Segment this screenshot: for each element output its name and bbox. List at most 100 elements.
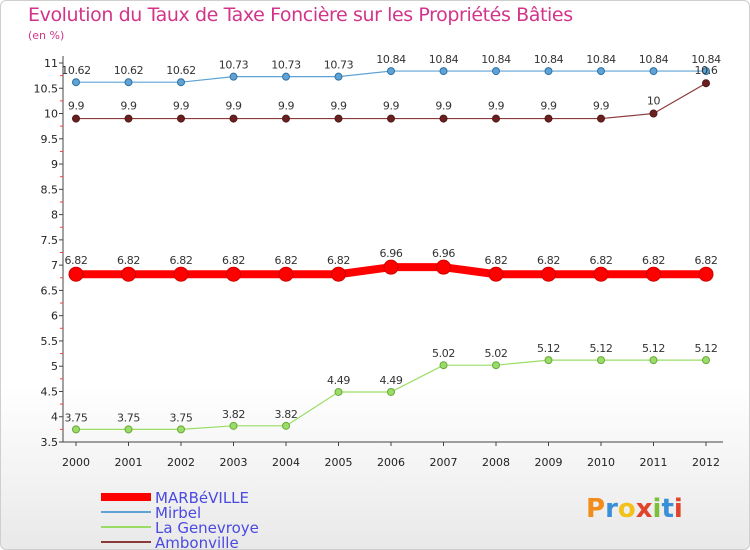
y-tick-label: 7 <box>51 259 58 272</box>
data-label: 5.12 <box>590 342 613 355</box>
data-label: 6.82 <box>117 254 140 267</box>
data-point <box>278 266 294 282</box>
data-label: 10.73 <box>271 59 301 72</box>
logo-letter: o <box>618 494 636 524</box>
data-point <box>702 79 710 88</box>
y-tick-label: 5 <box>51 360 58 373</box>
x-tick-label: 2003 <box>220 456 248 469</box>
x-tick-label: 2011 <box>640 456 668 469</box>
data-point <box>72 114 80 123</box>
x-tick-label: 2005 <box>325 456 353 469</box>
data-point <box>492 361 500 370</box>
x-tick-label: 2006 <box>377 456 405 469</box>
data-label: 10.84 <box>376 53 406 66</box>
data-point <box>68 266 84 282</box>
y-tick-label: 9 <box>51 158 58 171</box>
data-point <box>544 356 553 365</box>
x-tick-label: 2004 <box>272 456 300 469</box>
data-label: 10.73 <box>324 59 354 72</box>
proxiti-logo: Proxiti <box>586 494 683 524</box>
data-point <box>177 425 185 434</box>
data-label: 4.49 <box>327 374 350 387</box>
data-label: 10.84 <box>691 53 721 66</box>
data-point <box>439 67 448 76</box>
logo-letter: x <box>636 494 653 524</box>
data-label: 6.82 <box>170 254 193 267</box>
data-label: 3.75 <box>65 411 88 424</box>
data-label: 9.9 <box>435 100 452 113</box>
data-label: 10.84 <box>586 53 616 66</box>
data-point <box>649 67 658 76</box>
y-tick-label: 7.5 <box>41 234 59 247</box>
data-point <box>698 266 714 282</box>
data-label: 9.9 <box>278 100 295 113</box>
data-point <box>593 266 609 282</box>
data-label: 3.82 <box>222 408 245 421</box>
data-label: 9.9 <box>540 100 557 113</box>
data-point <box>492 67 500 76</box>
data-label: 9.9 <box>383 100 400 113</box>
x-tick-label: 2001 <box>115 456 143 469</box>
data-label: 10.84 <box>534 53 564 66</box>
y-tick-label: 4.5 <box>41 385 59 398</box>
data-label: 10.73 <box>219 59 249 72</box>
data-label: 4.49 <box>380 374 403 387</box>
series-marb-ville: 6.82 6.82 6.82 6.82 6.82 6.82 6.96 6.96 6.82 6.82… <box>65 247 718 282</box>
data-point <box>541 266 556 282</box>
data-label: 9.9 <box>173 100 190 113</box>
y-tick-label: 5.5 <box>41 335 59 348</box>
data-point <box>282 72 290 81</box>
chart-subtitle: (en %) <box>28 29 65 42</box>
data-point <box>226 266 241 282</box>
data-point <box>124 114 133 123</box>
data-label: 5.12 <box>642 342 665 355</box>
y-tick-label: 8.5 <box>41 183 59 196</box>
data-label: 10.84 <box>429 53 459 66</box>
legend-entry: MARBéVILLE <box>155 489 249 507</box>
data-label: 6.82 <box>65 254 88 267</box>
data-point <box>649 109 658 118</box>
y-tick-label: 9.5 <box>41 133 59 146</box>
y-tick-label: 10 <box>44 108 58 121</box>
x-tick-label: 2010 <box>587 456 615 469</box>
data-label: 6.82 <box>537 254 560 267</box>
data-point <box>544 114 553 123</box>
logo-letter: i <box>653 494 662 524</box>
data-point <box>646 266 661 282</box>
data-point <box>124 78 133 87</box>
data-label: 9.9 <box>330 100 347 113</box>
data-point <box>488 266 504 282</box>
data-label: 5.12 <box>537 342 560 355</box>
data-label: 6.82 <box>327 254 350 267</box>
data-point <box>173 266 189 282</box>
data-label: 6.96 <box>432 247 455 260</box>
data-point <box>387 387 395 396</box>
data-label: 10.62 <box>61 64 91 77</box>
data-point <box>334 72 343 81</box>
y-tick-label: 8 <box>51 209 58 222</box>
data-point <box>597 356 605 365</box>
data-label: 5.02 <box>485 347 508 360</box>
data-point <box>72 425 80 434</box>
data-label: 6.82 <box>642 254 665 267</box>
logo-letter: i <box>674 494 683 524</box>
data-point <box>387 67 395 76</box>
x-tick-label: 2009 <box>535 456 563 469</box>
x-tick-label: 2000 <box>62 456 90 469</box>
data-label: 9.9 <box>593 100 610 113</box>
data-point <box>334 387 343 396</box>
y-tick-label: 4 <box>51 411 58 424</box>
legend-entry: Ambonville <box>155 534 239 550</box>
y-tick-label: 11 <box>44 57 58 70</box>
data-label: 9.9 <box>225 100 242 113</box>
series-mirbel: 10.62 10.62 10.62 10.73 10.73 10.73 10.84 10.84… <box>61 53 722 87</box>
data-point <box>597 114 605 123</box>
data-label: 9.9 <box>120 100 137 113</box>
logo-letter: r <box>605 494 618 524</box>
data-point <box>334 114 343 123</box>
data-point <box>229 114 238 123</box>
logo-letter: t <box>661 494 673 524</box>
data-point <box>229 421 238 430</box>
data-point <box>702 356 710 365</box>
